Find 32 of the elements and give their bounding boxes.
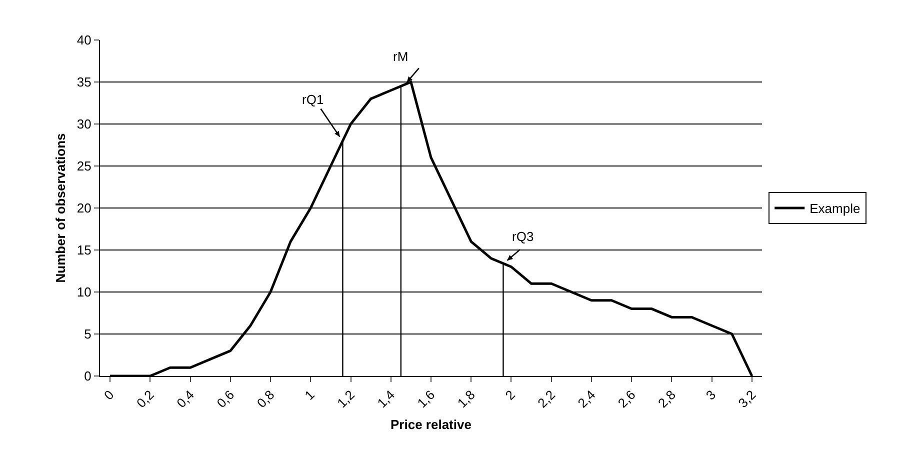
y-tick-label: 0: [84, 368, 92, 384]
x-axis-title: Price relative: [390, 417, 472, 432]
ref-line-label: rQ1: [302, 92, 324, 107]
x-tick-label: 3,2: [735, 387, 759, 411]
y-tick-label: 35: [76, 74, 92, 90]
x-tick-label: 2,8: [655, 387, 678, 411]
y-tick-label: 30: [76, 116, 92, 132]
y-tick-label: 15: [76, 242, 92, 258]
x-tick-label: 2,6: [614, 387, 638, 411]
x-tick-label: 2,2: [534, 387, 558, 411]
y-tick-label: 20: [76, 200, 92, 216]
ref-line-label: rM: [393, 49, 408, 64]
x-tick-label: 1,2: [334, 387, 358, 411]
x-tick-label: 0,8: [254, 387, 278, 411]
y-tick-label: 40: [76, 32, 92, 48]
x-tick-label: 0,2: [133, 387, 157, 411]
x-tick-label: 1,8: [454, 387, 478, 411]
x-tick-label: 2: [502, 387, 518, 403]
y-tick-label: 25: [76, 158, 92, 174]
x-tick-label: 1,4: [374, 387, 398, 411]
x-tick-label: 1: [302, 387, 318, 403]
y-tick-label: 10: [76, 284, 92, 300]
ref-line-label: rQ3: [512, 229, 534, 244]
y-tick-label: 5: [84, 326, 92, 342]
x-tick-label: 3: [702, 387, 719, 403]
x-tick-label: 1,6: [414, 387, 438, 411]
legend-label: Example: [810, 201, 860, 216]
x-tick-label: 0,4: [174, 387, 197, 411]
x-tick-label: 2,4: [574, 387, 598, 411]
x-tick-label: 0,6: [214, 387, 238, 411]
x-tick-label: 0: [101, 387, 117, 403]
y-axis-title: Number of observations: [52, 133, 68, 283]
